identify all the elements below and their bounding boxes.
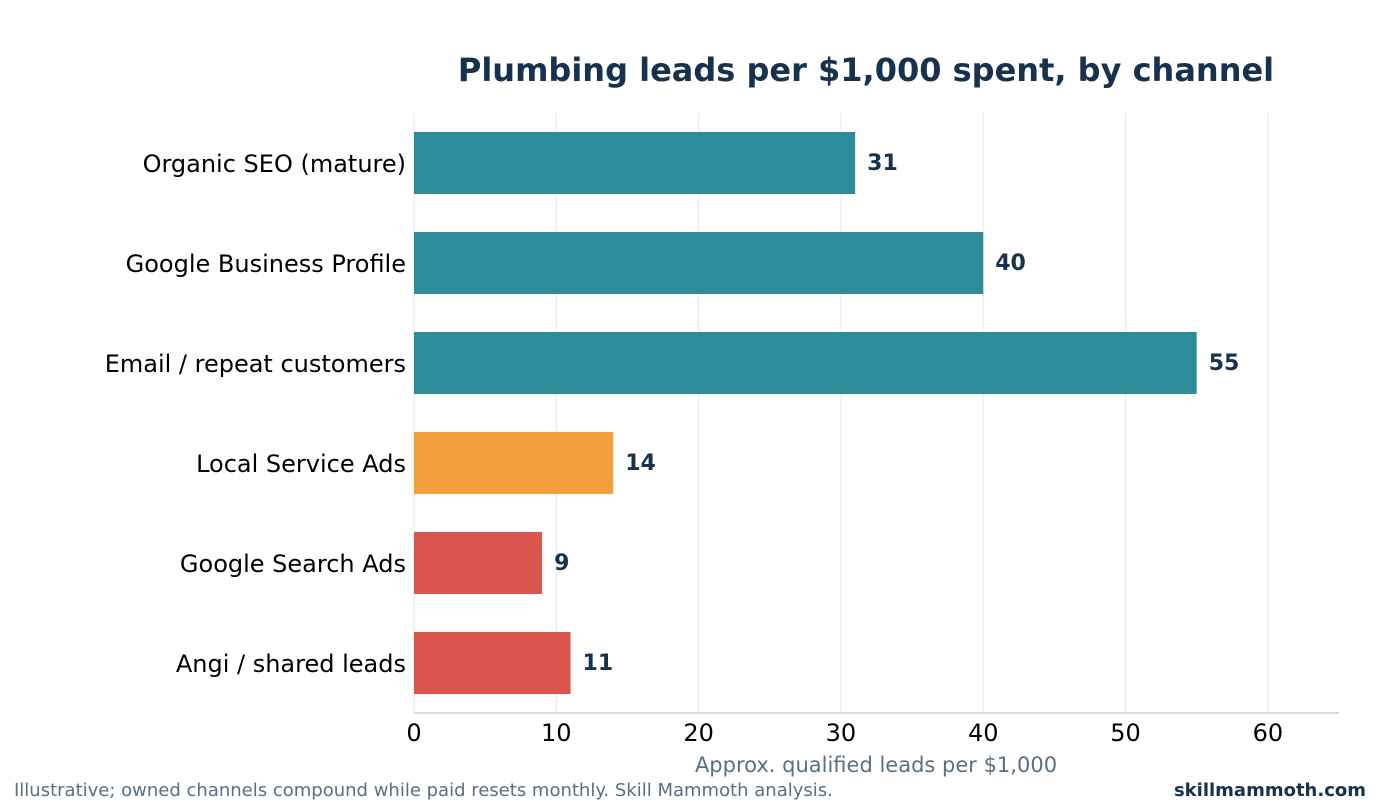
category-label: Google Search Ads <box>180 550 406 578</box>
category-label: Angi / shared leads <box>176 650 406 678</box>
bar <box>414 532 543 594</box>
value-labels: 31 40 55 14 9 11 <box>554 151 1239 676</box>
bar <box>414 332 1197 394</box>
x-tick-label: 10 <box>541 719 572 747</box>
bar <box>414 132 856 194</box>
x-tick-labels: 0 10 20 30 40 50 60 <box>406 719 1283 747</box>
brand-label: skillmammoth.com <box>1173 780 1366 801</box>
value-label: 55 <box>1209 351 1240 376</box>
bar <box>414 632 571 694</box>
value-label: 11 <box>583 651 614 676</box>
category-labels: Organic SEO (mature) Google Business Prof… <box>105 150 406 678</box>
value-label: 9 <box>554 551 569 576</box>
bar <box>414 232 984 294</box>
value-label: 14 <box>625 451 656 476</box>
value-label: 40 <box>995 251 1026 276</box>
chart-title: Plumbing leads per $1,000 spent, by chan… <box>458 51 1274 89</box>
x-tick-label: 0 <box>406 719 421 747</box>
category-label: Google Business Profile <box>126 250 406 278</box>
value-label: 31 <box>867 151 898 176</box>
x-tick-label: 40 <box>968 719 999 747</box>
x-tick-label: 50 <box>1110 719 1141 747</box>
x-tick-label: 20 <box>683 719 714 747</box>
bar <box>414 432 614 494</box>
x-axis-label: Approx. qualified leads per $1,000 <box>695 753 1057 777</box>
bars <box>414 132 1197 694</box>
footnote: Illustrative; owned channels compound wh… <box>14 780 833 801</box>
category-label: Organic SEO (mature) <box>143 150 406 178</box>
category-label: Local Service Ads <box>196 450 406 478</box>
grid <box>413 113 1269 713</box>
x-tick-label: 60 <box>1253 719 1284 747</box>
category-label: Email / repeat customers <box>105 350 406 378</box>
x-tick-label: 30 <box>826 719 857 747</box>
